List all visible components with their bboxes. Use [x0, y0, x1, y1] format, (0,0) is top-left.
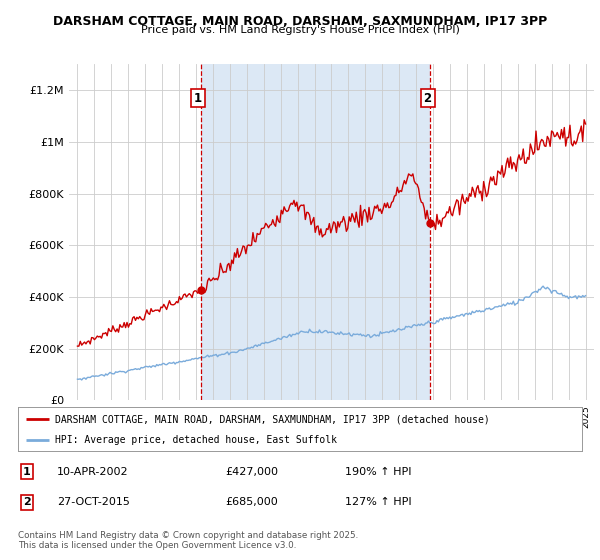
Text: 190% ↑ HPI: 190% ↑ HPI	[345, 466, 412, 477]
Text: HPI: Average price, detached house, East Suffolk: HPI: Average price, detached house, East…	[55, 435, 337, 445]
Text: 27-OCT-2015: 27-OCT-2015	[57, 497, 130, 507]
Text: 10-APR-2002: 10-APR-2002	[57, 466, 128, 477]
Text: Contains HM Land Registry data © Crown copyright and database right 2025.
This d: Contains HM Land Registry data © Crown c…	[18, 531, 358, 550]
Text: 2: 2	[23, 497, 31, 507]
Text: 2: 2	[424, 91, 431, 105]
Bar	[200, 64, 430, 400]
Text: £685,000: £685,000	[225, 497, 278, 507]
Text: 127% ↑ HPI: 127% ↑ HPI	[345, 497, 412, 507]
Text: 1: 1	[194, 91, 202, 105]
Text: 1: 1	[23, 466, 31, 477]
Text: £427,000: £427,000	[225, 466, 278, 477]
Text: DARSHAM COTTAGE, MAIN ROAD, DARSHAM, SAXMUNDHAM, IP17 3PP (detached house): DARSHAM COTTAGE, MAIN ROAD, DARSHAM, SAX…	[55, 414, 490, 424]
Text: DARSHAM COTTAGE, MAIN ROAD, DARSHAM, SAXMUNDHAM, IP17 3PP: DARSHAM COTTAGE, MAIN ROAD, DARSHAM, SAX…	[53, 15, 547, 27]
Text: Price paid vs. HM Land Registry's House Price Index (HPI): Price paid vs. HM Land Registry's House …	[140, 25, 460, 35]
